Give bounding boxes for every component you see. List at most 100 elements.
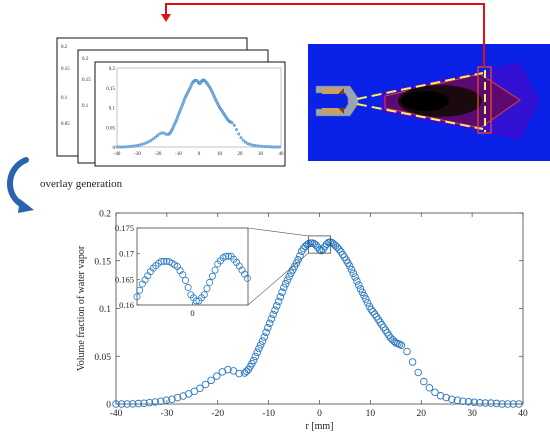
data-point	[283, 276, 292, 284]
data-point	[403, 347, 411, 356]
inset-data-point	[157, 257, 165, 265]
data-point	[129, 400, 137, 408]
inset-data-point	[208, 272, 216, 280]
x-tick-label: 20	[417, 409, 427, 419]
data-point	[168, 395, 176, 403]
data-point	[420, 377, 428, 386]
data-point	[280, 283, 288, 292]
data-point	[265, 319, 274, 327]
data-point	[271, 306, 279, 314]
data-point	[354, 281, 363, 289]
data-point	[264, 323, 272, 332]
small-data-point	[277, 145, 281, 149]
overlay-generation-caption: overlay generation	[40, 178, 123, 190]
data-point	[190, 387, 199, 396]
data-point	[442, 393, 450, 402]
x-tick-label: -10	[262, 409, 275, 419]
data-point	[256, 341, 265, 349]
data-point	[303, 240, 311, 249]
small-data-point	[149, 138, 153, 142]
data-point	[353, 277, 361, 285]
data-point	[260, 333, 269, 341]
data-point	[253, 348, 261, 357]
data-point	[503, 400, 512, 408]
inset-data-point	[133, 293, 141, 301]
data-point	[281, 280, 290, 288]
zoom-region-box	[307, 235, 332, 254]
spray-edge-dash-top	[356, 72, 484, 100]
data-point	[367, 305, 375, 314]
data-point	[134, 399, 143, 408]
inset-x-tick-label: 0	[190, 308, 194, 318]
data-point	[351, 273, 359, 281]
data-point	[145, 398, 154, 407]
data-point	[370, 310, 379, 318]
x-tick-label: 40	[518, 409, 528, 419]
zoom-connector-line	[247, 252, 309, 306]
small-plot-area	[116, 67, 282, 148]
inset-y-tick-label: 0.17	[119, 249, 134, 259]
x-tick-label: 10	[366, 409, 376, 419]
data-point	[269, 310, 277, 319]
data-point	[459, 397, 467, 405]
simulation-image	[308, 44, 550, 161]
small-x-tick-label: 30	[258, 152, 264, 157]
small-data-point	[230, 121, 234, 125]
data-point	[212, 372, 221, 380]
curved-arrow-icon	[7, 157, 34, 213]
main-chart: -40 -30 -20 -10 0 10 20 30 40 0 0.05 0.1 0.15 0.2 r [m…	[76, 210, 528, 433]
small-data-point	[237, 132, 241, 136]
back-card-tick-2: 0.15	[61, 67, 70, 72]
spray-core-dark	[401, 91, 449, 111]
inset-plot-area	[136, 227, 249, 306]
data-point	[448, 395, 456, 403]
x-tick-label: 0	[317, 409, 322, 419]
y-axis-label: Volume fraction of water vapor	[76, 245, 87, 371]
data-point	[431, 388, 439, 397]
inset-data-point	[200, 291, 208, 299]
data-point	[151, 398, 159, 406]
y-tick-label: 0.1	[99, 305, 111, 315]
zoom-connector-line	[247, 227, 309, 237]
small-x-tick-label: 20	[238, 152, 244, 157]
data-point	[276, 293, 285, 301]
small-profile-plot: -40 -30 -20 -10 0 10 20 30 40 0 0.05 0.1 0.15 0.2	[106, 67, 284, 157]
y-tick-label: 0	[106, 401, 111, 411]
small-data-point	[156, 133, 160, 137]
data-point	[162, 396, 171, 405]
data-point	[363, 298, 372, 307]
data-point	[476, 399, 484, 407]
data-point	[319, 245, 327, 254]
data-point	[481, 399, 490, 407]
data-point	[360, 291, 368, 300]
small-y-tick-label: 0.2	[109, 67, 116, 72]
mid-card-tick-3: 0.1	[82, 104, 89, 109]
inset-data-point	[179, 271, 187, 279]
data-point	[249, 356, 258, 365]
data-point	[509, 400, 518, 408]
y-tick-label: 0.05	[94, 353, 111, 363]
small-x-tick-label: -20	[155, 152, 162, 157]
small-data-point	[241, 138, 245, 142]
small-x-tick-label: 40	[279, 152, 285, 157]
small-data-point	[244, 140, 248, 144]
small-data-point	[239, 136, 243, 140]
x-tick-label: -20	[211, 409, 224, 419]
plot-card-front	[94, 61, 286, 167]
inset-data-point	[243, 274, 251, 282]
data-point	[515, 400, 523, 408]
data-point	[273, 302, 281, 310]
inset-y-tick-label: 0.16	[119, 300, 134, 310]
data-point	[487, 399, 495, 407]
data-point	[251, 352, 260, 361]
data-point	[258, 337, 267, 345]
y-tick-label: 0.2	[99, 210, 111, 220]
small-data-point	[235, 128, 239, 132]
small-x-tick-label: 10	[217, 152, 223, 157]
small-data-point	[151, 137, 155, 141]
data-point	[425, 384, 434, 392]
stacked-plot-cards: 0.2 0.15 0.1 0.05 0.2 0.15 0.1 -40 -30 -20…	[56, 37, 286, 167]
small-y-tick-label: 0.1	[109, 107, 116, 112]
data-point	[296, 252, 304, 260]
